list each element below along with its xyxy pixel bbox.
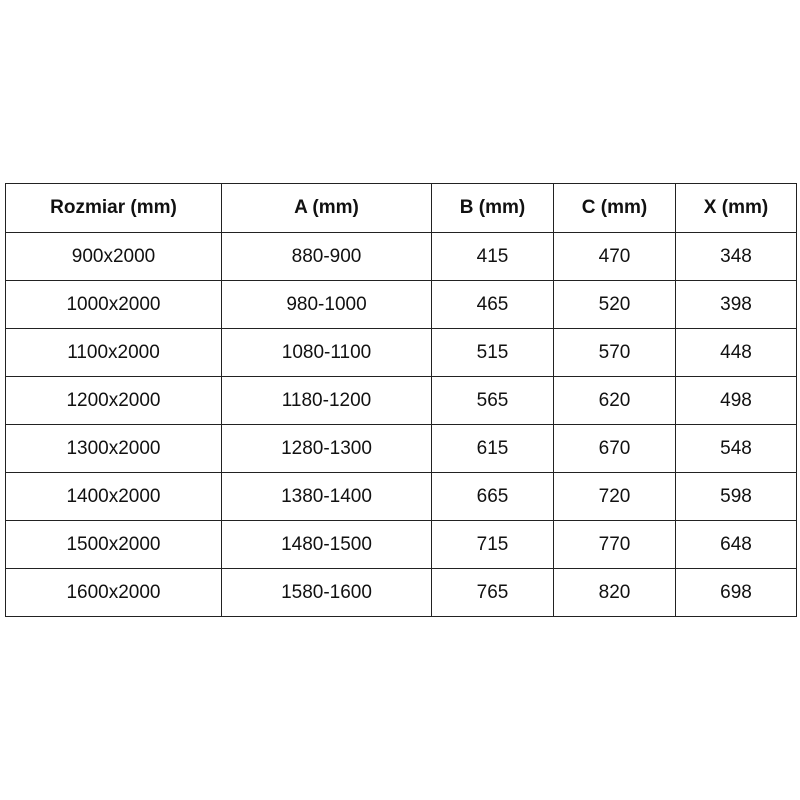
table-cell: 1280-1300 [221,424,432,473]
table-cell: 398 [675,280,797,329]
table-cell: 698 [675,568,797,617]
table-row: 1100x2000 1080-1100 515 570 448 [5,328,797,377]
table-cell: 980-1000 [221,280,432,329]
table-row: 1000x2000 980-1000 465 520 398 [5,280,797,329]
table-cell: 765 [431,568,554,617]
table-row: 900x2000 880-900 415 470 348 [5,232,797,281]
table-cell: 720 [553,472,676,521]
table-cell: 515 [431,328,554,377]
table-cell: 1200x2000 [5,376,222,425]
table-cell: 1000x2000 [5,280,222,329]
table-cell: 470 [553,232,676,281]
table-cell: 900x2000 [5,232,222,281]
table-cell: 1080-1100 [221,328,432,377]
table-row: 1600x2000 1580-1600 765 820 698 [5,568,797,617]
column-header: C (mm) [553,183,676,233]
header-row: Rozmiar (mm) A (mm) B (mm) C (mm) X (mm) [5,183,797,233]
table-cell: 548 [675,424,797,473]
table-cell: 1300x2000 [5,424,222,473]
table-cell: 648 [675,520,797,569]
column-header: A (mm) [221,183,432,233]
column-header: Rozmiar (mm) [5,183,222,233]
column-header: B (mm) [431,183,554,233]
table-cell: 620 [553,376,676,425]
table-cell: 565 [431,376,554,425]
table-cell: 598 [675,472,797,521]
table-cell: 415 [431,232,554,281]
table-cell: 570 [553,328,676,377]
table-cell: 520 [553,280,676,329]
table-cell: 665 [431,472,554,521]
table-cell: 348 [675,232,797,281]
column-header: X (mm) [675,183,797,233]
table-cell: 1100x2000 [5,328,222,377]
table-row: 1200x2000 1180-1200 565 620 498 [5,376,797,425]
table-cell: 1580-1600 [221,568,432,617]
table-cell: 1600x2000 [5,568,222,617]
table-cell: 465 [431,280,554,329]
table-row: 1500x2000 1480-1500 715 770 648 [5,520,797,569]
table-cell: 1480-1500 [221,520,432,569]
table-cell: 715 [431,520,554,569]
size-table: Rozmiar (mm) A (mm) B (mm) C (mm) X (mm) 900… [5,183,797,617]
table-cell: 1380-1400 [221,472,432,521]
table-row: 1400x2000 1380-1400 665 720 598 [5,472,797,521]
table-cell: 615 [431,424,554,473]
table-cell: 670 [553,424,676,473]
table-cell: 1400x2000 [5,472,222,521]
table-cell: 1180-1200 [221,376,432,425]
table-body: 900x2000 880-900 415 470 348 1000x2000 980-100… [5,232,797,617]
table-cell: 1500x2000 [5,520,222,569]
table-cell: 448 [675,328,797,377]
table-row: 1300x2000 1280-1300 615 670 548 [5,424,797,473]
table-cell: 770 [553,520,676,569]
table-cell: 498 [675,376,797,425]
table-cell: 820 [553,568,676,617]
table-cell: 880-900 [221,232,432,281]
